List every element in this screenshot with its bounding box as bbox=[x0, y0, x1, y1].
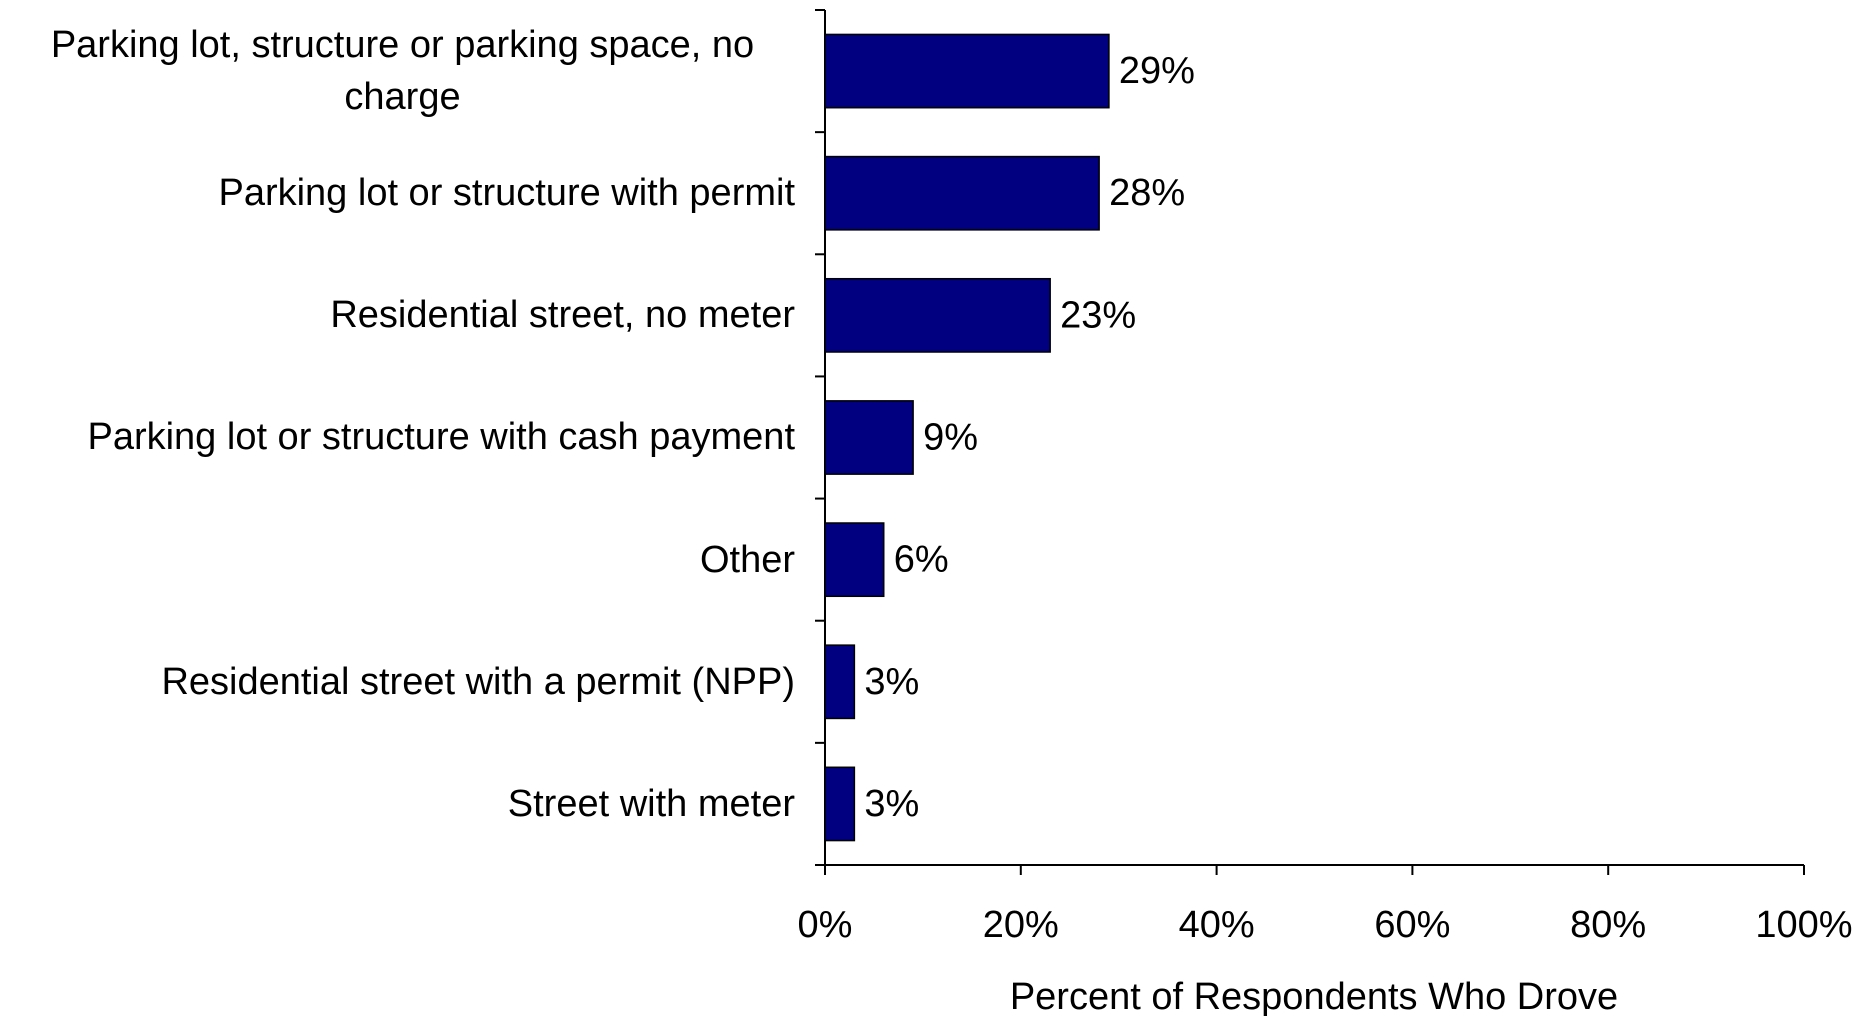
y-tick-label: Other bbox=[699, 538, 795, 581]
bar bbox=[824, 33, 1110, 109]
bar bbox=[824, 400, 914, 475]
bar bbox=[824, 522, 885, 598]
x-tick-label: 100% bbox=[1755, 904, 1852, 946]
y-tick-label-box: Parking lot or structure with cash payme… bbox=[10, 376, 795, 498]
y-tick-label-box: Residential street with a permit (NPP) bbox=[10, 621, 795, 743]
data-label: 6% bbox=[894, 539, 949, 581]
data-label: 9% bbox=[923, 417, 978, 459]
x-tick-label: 20% bbox=[983, 904, 1059, 946]
data-label: 29% bbox=[1119, 50, 1195, 92]
x-tick-label: 40% bbox=[1179, 904, 1255, 946]
y-tick-label: Parking lot or structure with permit bbox=[218, 172, 795, 215]
data-label: 28% bbox=[1109, 172, 1185, 214]
data-label: 3% bbox=[864, 661, 919, 703]
x-tick-label: 0% bbox=[798, 904, 853, 946]
y-tick-label-box: Residential street, no meter bbox=[10, 254, 795, 376]
y-tick-label: Parking lot or structure with cash payme… bbox=[87, 416, 795, 459]
y-tick-label: Street with meter bbox=[507, 782, 795, 825]
data-label: 3% bbox=[864, 783, 919, 825]
bar bbox=[824, 644, 856, 720]
bar bbox=[824, 766, 856, 842]
y-tick-label-box: Parking lot or structure with permit bbox=[10, 132, 795, 254]
y-tick-label: Residential street, no meter bbox=[330, 294, 795, 337]
x-tick-label: 80% bbox=[1570, 904, 1646, 946]
data-label: 23% bbox=[1060, 294, 1136, 336]
y-tick-label-box: Parking lot, structure or parking space,… bbox=[10, 10, 795, 132]
x-axis-title: Percent of Respondents Who Drove bbox=[1010, 976, 1618, 1016]
y-tick-label-box: Street with meter bbox=[10, 743, 795, 865]
y-tick-label-box: Other bbox=[10, 499, 795, 621]
y-tick-label: Parking lot, structure or parking space,… bbox=[50, 24, 755, 119]
bar bbox=[824, 277, 1051, 353]
y-tick-label: Residential street with a permit (NPP) bbox=[161, 660, 795, 703]
x-tick-label: 60% bbox=[1374, 904, 1450, 946]
bar bbox=[824, 155, 1100, 231]
